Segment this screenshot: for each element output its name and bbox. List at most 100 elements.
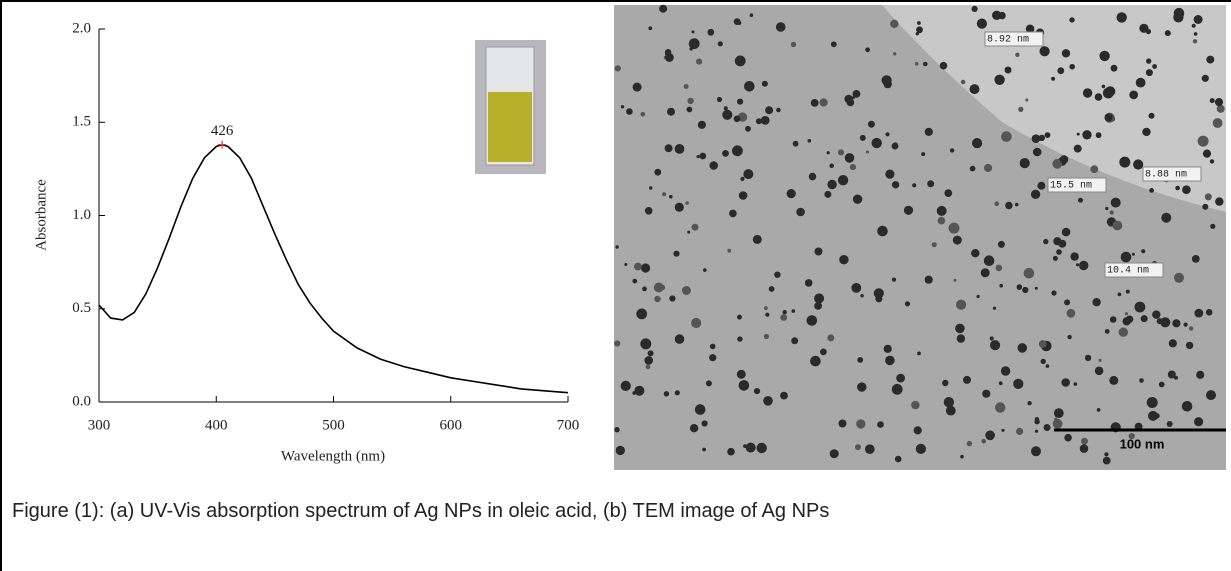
particle xyxy=(687,97,694,105)
particle xyxy=(1092,298,1101,307)
particle xyxy=(1183,322,1188,327)
particle xyxy=(984,163,993,173)
particle xyxy=(994,201,999,206)
particle xyxy=(1015,52,1020,57)
particle xyxy=(1052,158,1063,169)
particle xyxy=(755,118,762,125)
x-tick-label: 300 xyxy=(88,417,111,433)
particle xyxy=(1057,67,1065,75)
particle xyxy=(995,402,1006,413)
particle xyxy=(1073,382,1078,386)
particle xyxy=(1156,318,1163,325)
particle xyxy=(865,47,870,53)
particle xyxy=(620,105,625,109)
particle xyxy=(942,379,949,387)
particle xyxy=(686,106,693,113)
particle xyxy=(1216,104,1225,113)
particle xyxy=(891,142,899,150)
particle xyxy=(989,336,994,341)
particle xyxy=(917,21,921,25)
particle xyxy=(1027,401,1032,406)
particle xyxy=(614,340,621,347)
particle xyxy=(980,268,990,278)
particle xyxy=(1081,437,1088,445)
particle xyxy=(1193,32,1198,36)
particle xyxy=(885,169,895,179)
particle xyxy=(685,201,689,205)
particle xyxy=(921,152,926,157)
particle xyxy=(820,348,827,356)
particle xyxy=(1096,408,1101,412)
particle xyxy=(966,440,973,447)
particle xyxy=(1051,290,1057,296)
particle xyxy=(727,447,735,456)
particle xyxy=(856,419,866,429)
particle xyxy=(709,354,717,362)
peak-marker xyxy=(218,140,227,149)
particle xyxy=(1202,149,1212,158)
particle xyxy=(1134,301,1146,313)
particle xyxy=(615,245,619,249)
particle xyxy=(857,382,867,392)
y-tick-label: 0.0 xyxy=(72,393,91,409)
particle xyxy=(674,390,680,396)
particle xyxy=(904,301,911,307)
particle xyxy=(1067,334,1072,340)
particle xyxy=(893,52,897,56)
particle xyxy=(857,357,864,363)
x-tick-label: 600 xyxy=(440,417,463,433)
particle xyxy=(1204,193,1212,201)
particle xyxy=(953,278,957,282)
particle xyxy=(924,127,933,136)
particle xyxy=(915,32,919,36)
size-label-box xyxy=(1047,177,1107,193)
particle xyxy=(1181,401,1193,412)
particle xyxy=(883,344,892,353)
particle xyxy=(709,343,716,350)
particle xyxy=(1173,12,1184,23)
particle xyxy=(1193,15,1203,24)
size-label: 10.4 nm xyxy=(1107,266,1149,277)
particle xyxy=(944,189,953,198)
particle xyxy=(865,444,875,455)
particle xyxy=(673,250,680,257)
particle xyxy=(654,168,662,176)
particle xyxy=(1066,308,1076,318)
particle xyxy=(1000,366,1011,376)
particle xyxy=(703,268,707,272)
particle xyxy=(694,404,706,415)
particle xyxy=(1031,446,1041,457)
particle xyxy=(1098,358,1102,362)
particle xyxy=(614,65,621,72)
size-label-box xyxy=(1142,166,1202,182)
particle xyxy=(1182,185,1191,194)
particle xyxy=(644,356,653,365)
y-axis-label: Absorbance xyxy=(33,179,49,251)
particle xyxy=(727,248,732,253)
particle xyxy=(1016,284,1023,290)
particle xyxy=(1064,433,1072,442)
particle xyxy=(1069,17,1075,23)
particle xyxy=(1131,252,1135,256)
particle xyxy=(1095,132,1102,139)
particle xyxy=(697,120,707,129)
particle xyxy=(890,19,899,28)
particle xyxy=(687,230,691,234)
particle xyxy=(1191,255,1200,263)
particle xyxy=(1053,408,1064,418)
scale-bar-label: 100 nm xyxy=(1120,436,1165,451)
particle xyxy=(1212,118,1223,128)
particle xyxy=(674,202,684,212)
particle xyxy=(931,242,937,248)
particle xyxy=(1161,212,1172,223)
particle xyxy=(1194,417,1204,427)
particle xyxy=(1094,93,1103,101)
particle xyxy=(1082,88,1093,98)
particle xyxy=(732,145,743,157)
x-tick-label: 500 xyxy=(322,417,345,433)
particle xyxy=(632,82,642,92)
particle xyxy=(1194,308,1204,318)
particle xyxy=(1052,418,1063,429)
particle xyxy=(645,364,651,370)
x-axis-label: Wavelength (nm) xyxy=(281,448,385,464)
